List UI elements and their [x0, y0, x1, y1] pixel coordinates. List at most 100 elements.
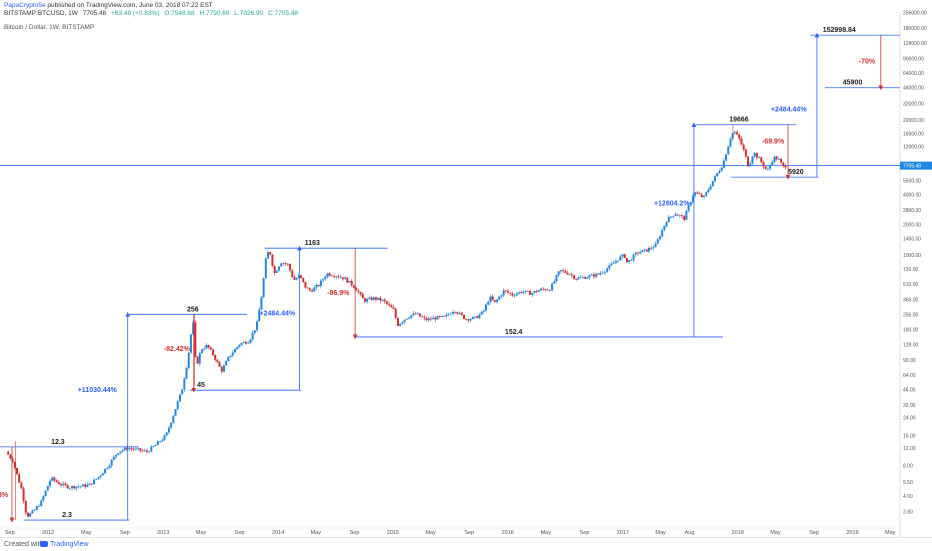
candle-body	[64, 483, 67, 485]
tradingview-brand[interactable]: TradingView	[50, 541, 89, 548]
candle-body	[297, 275, 300, 278]
candle-body	[672, 215, 675, 217]
candle-body	[414, 313, 417, 315]
level-label: 152998.84	[823, 27, 856, 34]
y-tick-label: 2.80	[903, 509, 913, 515]
candle-body	[764, 166, 767, 169]
level-label: 2.3	[62, 512, 72, 519]
candle-body	[181, 389, 184, 395]
candle-body	[449, 313, 452, 315]
candle-body	[366, 298, 369, 302]
candle-body	[222, 365, 225, 372]
candle-body	[542, 288, 545, 290]
candle-body	[348, 280, 351, 283]
y-tick-label: 46000.00	[903, 86, 924, 92]
candle-body	[718, 170, 721, 174]
candle-body	[575, 278, 578, 280]
candle-body	[458, 312, 461, 314]
candle-body	[678, 215, 681, 217]
candle-body	[121, 450, 124, 452]
x-tick-label: 2019	[846, 530, 858, 536]
candle-body	[595, 273, 598, 277]
candle-body	[630, 260, 633, 262]
candle-body	[271, 254, 274, 267]
candle-body	[606, 268, 609, 272]
candle-body	[187, 352, 190, 368]
candle-body	[711, 181, 714, 187]
candle-body	[784, 165, 787, 168]
candle-body	[115, 454, 118, 457]
candle-body	[742, 144, 745, 150]
candle-body	[443, 315, 446, 317]
candle-body	[132, 448, 135, 450]
x-tick-label: Sep	[464, 530, 474, 536]
candle-body	[751, 156, 754, 164]
candle-body	[192, 322, 195, 335]
y-tick-label: 4.00	[903, 494, 913, 500]
author-link[interactable]: PapaCrypto5e	[4, 2, 46, 9]
candle-body	[520, 292, 523, 294]
candle-body	[685, 210, 688, 220]
candle-body	[634, 252, 637, 255]
candle-body	[773, 156, 776, 162]
candle-body	[60, 484, 63, 486]
candle-body	[194, 322, 197, 357]
x-tick-label: May	[81, 530, 92, 536]
candle-body	[480, 311, 483, 315]
candle-body	[632, 254, 635, 261]
candle-body	[577, 277, 580, 280]
candle-body	[46, 485, 49, 491]
candle-body	[696, 192, 699, 194]
candle-body	[267, 252, 270, 259]
candle-body	[154, 444, 157, 447]
candle-body	[760, 157, 763, 163]
last-price-label: 7705.48	[903, 164, 921, 170]
candle-body	[676, 214, 679, 216]
move-label: -81.3%	[0, 492, 9, 499]
candle-body	[603, 271, 606, 273]
x-tick-label: 2012	[42, 530, 54, 536]
level-label: 5920	[788, 169, 804, 176]
candle-body	[189, 334, 192, 353]
y-tick-label: 180.00	[903, 328, 919, 334]
candle-body	[462, 314, 465, 320]
candle-body	[705, 192, 708, 196]
candle-body	[584, 276, 587, 279]
candle-body	[24, 500, 27, 513]
candle-body	[275, 270, 278, 273]
candle-body	[209, 347, 212, 350]
candle-body	[38, 505, 41, 507]
candle-body	[84, 484, 87, 487]
candle-body	[82, 484, 85, 487]
candle-body	[451, 311, 454, 314]
candle-body	[311, 290, 314, 292]
candle-body	[31, 510, 34, 514]
candle-body	[573, 275, 576, 279]
candle-body	[163, 435, 166, 440]
candle-body	[119, 451, 122, 454]
candle-body	[117, 453, 120, 455]
candle-body	[423, 317, 426, 319]
candle-body	[176, 401, 179, 410]
candle-body	[339, 277, 342, 278]
candle-body	[491, 296, 494, 301]
y-tick-label: 180000.00	[903, 26, 927, 32]
candle-body	[551, 283, 554, 291]
candle-body	[295, 277, 298, 280]
candle-body	[90, 483, 93, 485]
candle-body	[740, 138, 743, 145]
candle-body	[130, 448, 133, 450]
candle-body	[196, 356, 199, 364]
candle-body	[643, 249, 646, 251]
candle-body	[570, 274, 573, 276]
high-value: H:7790.69	[199, 10, 230, 17]
x-tick-label: 2015	[387, 530, 399, 536]
candle-body	[101, 473, 104, 476]
y-tick-label: 22000.00	[903, 118, 924, 124]
candle-body	[273, 266, 276, 273]
candle-body	[522, 292, 525, 294]
candle-body	[13, 461, 16, 468]
candle-body	[747, 156, 750, 167]
candle-body	[123, 447, 126, 451]
